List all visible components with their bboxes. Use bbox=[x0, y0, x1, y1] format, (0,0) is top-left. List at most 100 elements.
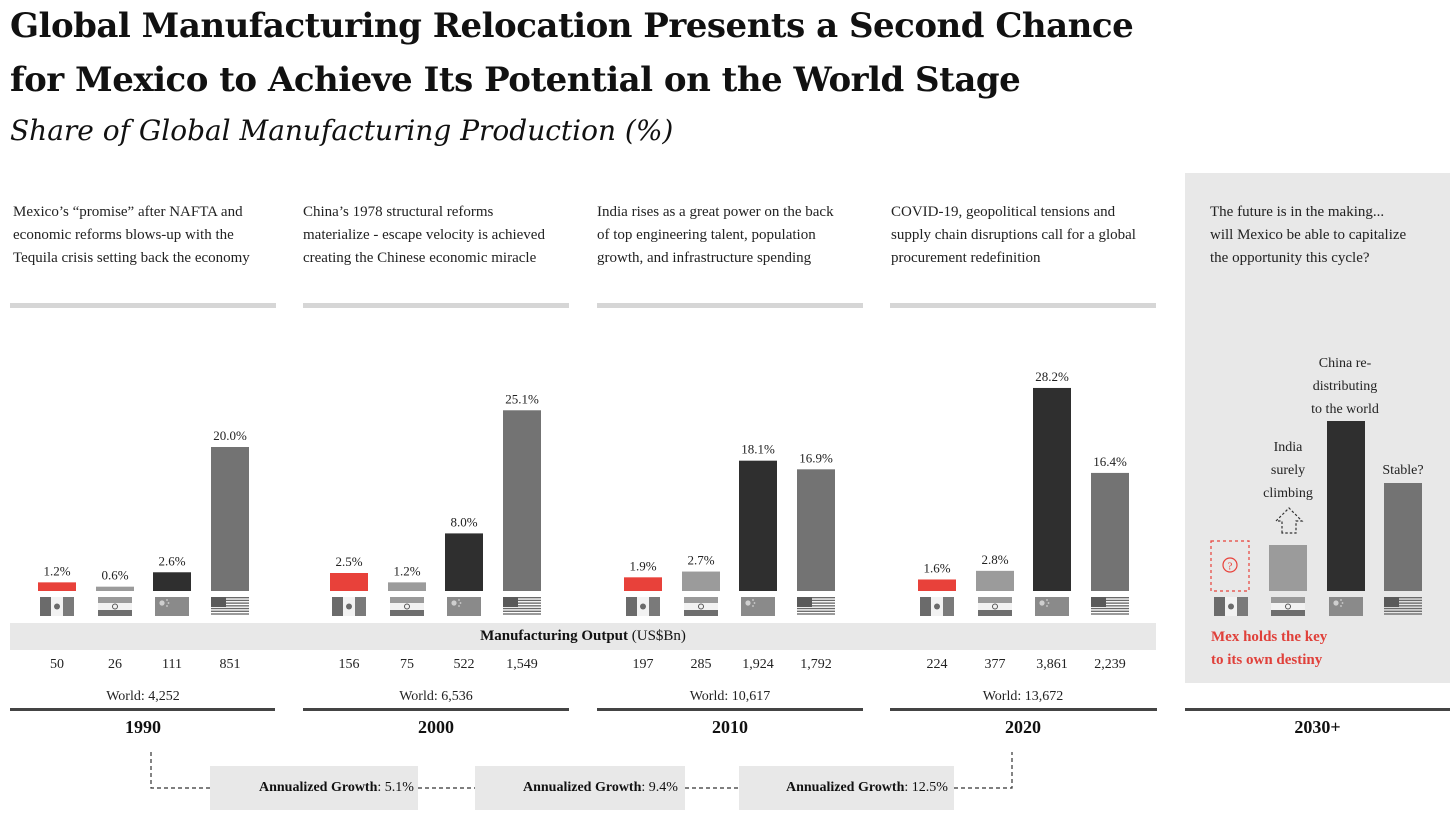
data-label-china-2010: 18.1% bbox=[741, 442, 775, 457]
bar-india-2030 bbox=[1269, 545, 1307, 591]
bar-usa-2030 bbox=[1384, 483, 1422, 591]
output-value-usa-2000: 1,549 bbox=[506, 657, 538, 672]
data-label-mexico-1990: 1.2% bbox=[43, 563, 70, 578]
period-divider-2000 bbox=[303, 303, 569, 308]
china-flag bbox=[1035, 597, 1069, 616]
bar-usa-2020 bbox=[1091, 472, 1129, 591]
data-label-india-1990: 0.6% bbox=[101, 568, 128, 583]
mexico-flag bbox=[626, 597, 660, 616]
chart-title-line-1: Global Manufacturing Relocation Presents… bbox=[10, 6, 1134, 46]
growth-india-text: Annualized Growth: 9.4% bbox=[523, 780, 678, 796]
mexico-note-line: Mex holds the key bbox=[1211, 629, 1328, 645]
period-baseline-1990 bbox=[10, 708, 275, 711]
india-flag bbox=[98, 597, 132, 616]
data-label-mexico-2020: 1.6% bbox=[923, 560, 950, 575]
china-flag bbox=[1329, 597, 1363, 616]
bar-china-2010 bbox=[739, 460, 777, 591]
chart-title-line-2: for Mexico to Achieve Its Potential on t… bbox=[10, 60, 1021, 100]
growth-connector-right bbox=[954, 752, 1013, 789]
output-value-usa-1990: 851 bbox=[219, 657, 241, 672]
period-baseline-2010 bbox=[597, 708, 863, 711]
output-value-china-2010: 1,924 bbox=[742, 657, 774, 672]
description-line: India rises as a great power on the back bbox=[597, 204, 834, 220]
world-total-2020: World: 13,672 bbox=[982, 689, 1064, 704]
manufacturing-output-band bbox=[10, 623, 1156, 650]
china-note-line: to the world bbox=[1311, 402, 1379, 417]
china-flag bbox=[447, 597, 481, 616]
description-line: COVID-19, geopolitical tensions and bbox=[891, 204, 1116, 220]
data-label-usa-2020: 16.4% bbox=[1093, 454, 1127, 469]
growth-label: Annualized Growth bbox=[259, 780, 378, 795]
growth-mexico-text: Annualized Growth: 5.1% bbox=[259, 780, 414, 796]
year-label-2020: 2020 bbox=[1005, 717, 1041, 737]
bar-mexico-2000 bbox=[330, 573, 368, 591]
bar-usa-1990 bbox=[211, 447, 249, 591]
bar-india-2020 bbox=[976, 570, 1014, 591]
data-label-india-2010: 2.7% bbox=[687, 553, 714, 568]
chart-subtitle: Share of Global Manufacturing Production… bbox=[10, 114, 674, 147]
mexico-flag bbox=[332, 597, 366, 616]
china-flag bbox=[741, 597, 775, 616]
output-value-mexico-2000: 156 bbox=[338, 657, 360, 672]
world-total-2010: World: 10,617 bbox=[689, 689, 771, 704]
period-description-2010: India rises as a great power on the back… bbox=[597, 201, 872, 270]
description-line: economic reforms blows-up with the bbox=[13, 227, 234, 243]
year-label-1990: 1990 bbox=[125, 717, 161, 737]
manufacturing-output-label: Manufacturing Output (US$Bn) bbox=[10, 623, 1156, 650]
mexico-note-line: to its own destiny bbox=[1211, 652, 1323, 668]
growth-box-china bbox=[739, 766, 954, 810]
data-label-china-1990: 2.6% bbox=[158, 553, 185, 568]
output-value-usa-2010: 1,792 bbox=[800, 657, 832, 672]
india-note-line: climbing bbox=[1263, 486, 1313, 501]
data-label-china-2020: 28.2% bbox=[1035, 369, 1069, 384]
usa-flag bbox=[1091, 597, 1129, 615]
output-value-china-1990: 111 bbox=[162, 657, 182, 672]
mexico-flag bbox=[920, 597, 954, 616]
bar-mexico-2030-placeholder bbox=[1210, 540, 1250, 592]
bar-usa-2010 bbox=[797, 469, 835, 591]
bar-india-2000 bbox=[388, 582, 426, 591]
growth-box-india bbox=[475, 766, 685, 810]
description-line: materialize - escape velocity is achieve… bbox=[303, 227, 545, 243]
china-note-line: China re- bbox=[1319, 356, 1372, 371]
bar-china-2030 bbox=[1327, 421, 1365, 591]
bar-mexico-2020 bbox=[918, 579, 956, 591]
output-value-india-2010: 285 bbox=[690, 657, 712, 672]
bar-china-2000 bbox=[445, 533, 483, 591]
growth-value: : 9.4% bbox=[641, 780, 678, 795]
description-line: China’s 1978 structural reforms bbox=[303, 204, 494, 220]
description-line: the opportunity this cycle? bbox=[1210, 250, 1370, 266]
period-description-2030: The future is in the making... will Mexi… bbox=[1210, 201, 1450, 270]
description-line: creating the Chinese economic miracle bbox=[303, 250, 537, 266]
china-flag bbox=[155, 597, 189, 616]
description-line: Mexico’s “promise” after NAFTA and bbox=[13, 204, 243, 220]
data-label-mexico-2000: 2.5% bbox=[335, 554, 362, 569]
bar-mexico-1990 bbox=[38, 582, 76, 591]
period-divider-2010 bbox=[597, 303, 863, 308]
description-line: The future is in the making... bbox=[1210, 204, 1385, 220]
india-flag bbox=[684, 597, 718, 616]
period-baseline-2000 bbox=[303, 708, 569, 711]
output-value-india-2000: 75 bbox=[400, 657, 414, 672]
description-line: Tequila crisis setting back the economy bbox=[13, 250, 250, 266]
usa-note: Stable? bbox=[1382, 463, 1423, 478]
india-flag bbox=[978, 597, 1012, 616]
world-total-1990: World: 4,252 bbox=[106, 689, 180, 704]
year-label-2010: 2010 bbox=[712, 717, 748, 737]
mexico-flag bbox=[1214, 597, 1248, 616]
year-label-2000: 2000 bbox=[418, 717, 454, 737]
data-label-china-2000: 8.0% bbox=[450, 514, 477, 529]
india-flag bbox=[1271, 597, 1305, 616]
period-description-1990: Mexico’s “promise” after NAFTA and econo… bbox=[13, 201, 288, 270]
description-line: will Mexico be able to capitalize bbox=[1210, 227, 1407, 243]
period-divider-1990 bbox=[10, 303, 276, 308]
description-line: procurement redefinition bbox=[891, 250, 1041, 266]
period-description-2020: COVID-19, geopolitical tensions and supp… bbox=[891, 201, 1166, 270]
mexico-flag bbox=[40, 597, 74, 616]
output-value-india-1990: 26 bbox=[108, 657, 122, 672]
description-line: growth, and infrastructure spending bbox=[597, 250, 812, 266]
world-total-2000: World: 6,536 bbox=[399, 689, 473, 704]
output-value-china-2020: 3,861 bbox=[1036, 657, 1068, 672]
period-divider-2020 bbox=[890, 303, 1156, 308]
data-label-india-2020: 2.8% bbox=[981, 552, 1008, 567]
